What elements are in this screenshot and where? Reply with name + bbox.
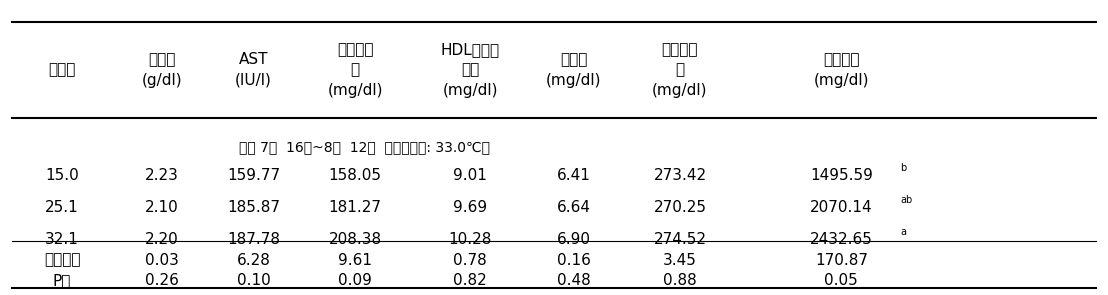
Text: 25.1: 25.1	[45, 200, 79, 215]
Text: ab: ab	[901, 195, 913, 205]
Text: 0.78: 0.78	[453, 253, 486, 268]
Text: (mg/dl): (mg/dl)	[813, 73, 869, 88]
Text: 159.77: 159.77	[227, 168, 280, 183]
Text: 208.38: 208.38	[328, 232, 381, 247]
Text: 글루코오: 글루코오	[661, 42, 698, 57]
Text: 0.10: 0.10	[236, 273, 270, 288]
Text: 6.90: 6.90	[557, 232, 591, 247]
Text: (mg/dl): (mg/dl)	[327, 83, 382, 98]
Text: 10.28: 10.28	[449, 232, 492, 247]
Text: 2070.14: 2070.14	[810, 200, 873, 215]
Text: 중성지방: 중성지방	[823, 52, 860, 67]
Text: 6.41: 6.41	[557, 168, 591, 183]
Text: (mg/dl): (mg/dl)	[546, 73, 602, 88]
Text: 273.42: 273.42	[654, 168, 707, 183]
Text: a: a	[901, 227, 906, 237]
Text: HDL콜레스: HDL콜레스	[441, 42, 500, 57]
Text: 270.25: 270.25	[654, 200, 707, 215]
Text: 0.05: 0.05	[824, 273, 859, 288]
Text: 0.16: 0.16	[557, 253, 591, 268]
Text: 0.88: 0.88	[663, 273, 697, 288]
Text: 158.05: 158.05	[329, 168, 381, 183]
Text: 6.28: 6.28	[236, 253, 270, 268]
Text: b: b	[901, 163, 906, 173]
Text: 국내 7월  16일~8월  12일  （실내온도: 33.0℃）: 국내 7월 16일~8월 12일 （실내온도: 33.0℃）	[239, 140, 490, 155]
Text: 0.48: 0.48	[557, 273, 591, 288]
Text: 단백질: 단백질	[561, 52, 587, 67]
Text: 2.23: 2.23	[145, 168, 178, 183]
Text: 2432.65: 2432.65	[810, 232, 873, 247]
Text: 6.64: 6.64	[557, 200, 591, 215]
Text: (IU/l): (IU/l)	[235, 73, 271, 88]
Text: 스: 스	[676, 63, 685, 78]
Text: 콜레스테: 콜레스테	[337, 42, 373, 57]
Text: 0.26: 0.26	[145, 273, 178, 288]
Text: (mg/dl): (mg/dl)	[653, 83, 708, 98]
Text: AST: AST	[238, 52, 268, 67]
Text: 표준오차: 표준오차	[44, 253, 81, 268]
Text: 187.78: 187.78	[227, 232, 280, 247]
Text: 처리구: 처리구	[49, 63, 75, 78]
Text: 0.03: 0.03	[145, 253, 178, 268]
Text: 9.01: 9.01	[453, 168, 486, 183]
Text: 15.0: 15.0	[45, 168, 79, 183]
Text: 181.27: 181.27	[329, 200, 381, 215]
Text: 3.45: 3.45	[663, 253, 697, 268]
Text: 185.87: 185.87	[227, 200, 280, 215]
Text: (g/dl): (g/dl)	[142, 73, 182, 88]
Text: P값: P값	[53, 273, 71, 288]
Text: 1495.59: 1495.59	[810, 168, 873, 183]
Text: 0.09: 0.09	[338, 273, 372, 288]
Text: (mg/dl): (mg/dl)	[442, 83, 497, 98]
Text: 롤: 롤	[350, 63, 360, 78]
Text: 9.61: 9.61	[338, 253, 372, 268]
Text: 0.82: 0.82	[453, 273, 486, 288]
Text: 2.20: 2.20	[145, 232, 178, 247]
Text: 274.52: 274.52	[654, 232, 707, 247]
Text: 170.87: 170.87	[814, 253, 868, 268]
Text: 테롤: 테롤	[461, 63, 479, 78]
Text: 9.69: 9.69	[453, 200, 488, 215]
Text: 32.1: 32.1	[45, 232, 79, 247]
Text: 알부민: 알부민	[148, 52, 175, 67]
Text: 2.10: 2.10	[145, 200, 178, 215]
